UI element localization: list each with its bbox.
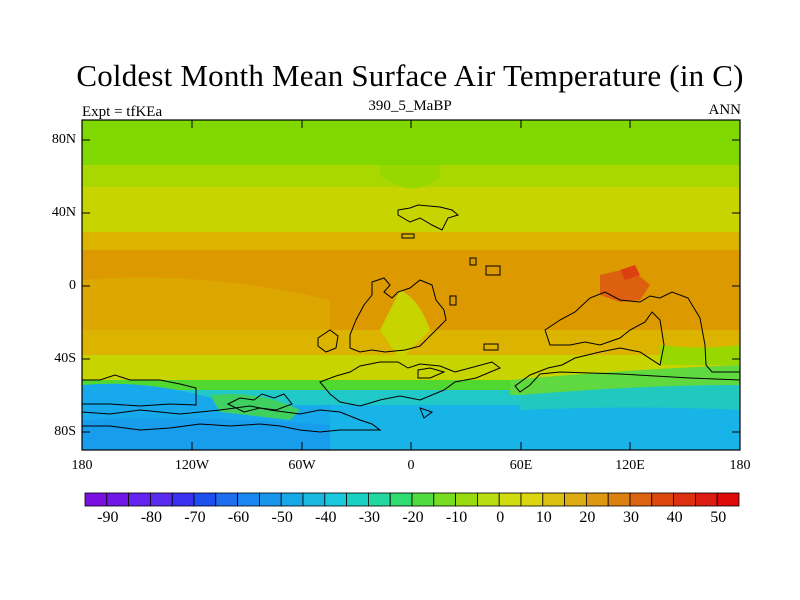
colorbar-label: -30 [358,509,381,526]
colorbar-label: 50 [710,509,727,526]
colorbar-swatch [84,492,108,507]
colorbar-swatch [193,492,217,507]
colorbar-label: -50 [271,509,293,526]
land-central [349,277,447,353]
coastlines [81,204,741,433]
colorbar-label: -20 [402,509,424,526]
lat-label-0: 0 [69,278,76,293]
continent-cool [380,290,430,360]
colorbar-swatch [695,492,718,507]
colorbar-swatch [716,492,740,507]
land-southwest [81,374,197,407]
lon-label-0: 0 [407,458,415,473]
land-south-central [319,361,501,407]
band-south-green [82,380,740,390]
period-label: 390_5_MaBP [368,98,452,114]
colorbar-swatch [346,492,369,507]
lat-label-80s: 80S [54,424,76,439]
band-subtropic [82,232,740,250]
chart-title: Coldest Month Mean Surface Air Temperatu… [76,58,744,93]
warm-patch-west [82,277,330,330]
colorbar-label: -10 [445,509,468,526]
map-ticks [82,120,740,450]
colorbar-label: 20 [579,509,596,526]
colorbar-label: 30 [623,509,639,526]
colorbar-swatch [498,492,522,507]
colorbar-label: -70 [184,509,206,526]
colorbar-swatch [171,492,195,507]
lon-label-60w: 60W [288,458,316,473]
lon-label-180e: 180 [729,458,751,473]
experiment-label: Expt = tfKEa [82,104,163,120]
colorbar-swatch [433,492,456,507]
colorbar-swatch [324,492,347,507]
lat-label-40s: 40S [54,351,76,366]
cool-tongue [380,165,440,189]
colorbar [84,492,740,507]
temperature-field [82,120,740,450]
colorbar-swatch [651,492,674,507]
lon-label-180w: 180 [71,458,93,473]
colorbar-swatch [455,492,478,507]
land-east [514,291,741,393]
lon-label-120w: 120W [174,458,210,473]
colorbar-label: -40 [315,509,337,526]
season-label: ANN [708,102,742,118]
lat-label-80n: 80N [51,132,76,147]
colorbar-swatch [215,492,239,507]
land-north [397,204,460,231]
colorbar-swatch [542,492,565,507]
colorbar-label: 40 [666,509,683,526]
colorbar-swatch [411,492,435,507]
hot-spot [600,268,650,302]
colorbar-label: -90 [97,509,119,526]
band-north-mid [82,187,740,232]
colorbar-label: 10 [535,509,552,526]
colorbar-swatch [302,492,326,507]
colorbar-label: -80 [140,509,163,526]
colorbar-swatch [607,492,631,507]
colorbar-swatch [520,492,544,507]
colorbar-swatch [629,492,653,507]
colorbar-swatch [280,492,304,507]
colorbar-swatch [149,492,173,507]
colorbar-swatch [476,492,500,507]
land-antarctic [81,405,382,433]
colorbar-swatch [564,492,587,507]
colorbar-swatch [586,492,609,507]
colorbar-swatch [389,492,413,507]
colorbar-label: 0 [496,509,505,526]
colorbar-swatch [106,492,130,507]
colorbar-swatch [367,492,391,507]
lat-label-40n: 40N [51,205,76,220]
lon-label-60e: 60E [509,458,533,473]
colorbar-label: -60 [227,509,250,526]
lon-label-120e: 120E [615,458,645,473]
colorbar-swatch [258,492,282,507]
colorbar-swatch [237,492,260,507]
colorbar-swatch [673,492,696,507]
colorbar-swatch [128,492,151,507]
